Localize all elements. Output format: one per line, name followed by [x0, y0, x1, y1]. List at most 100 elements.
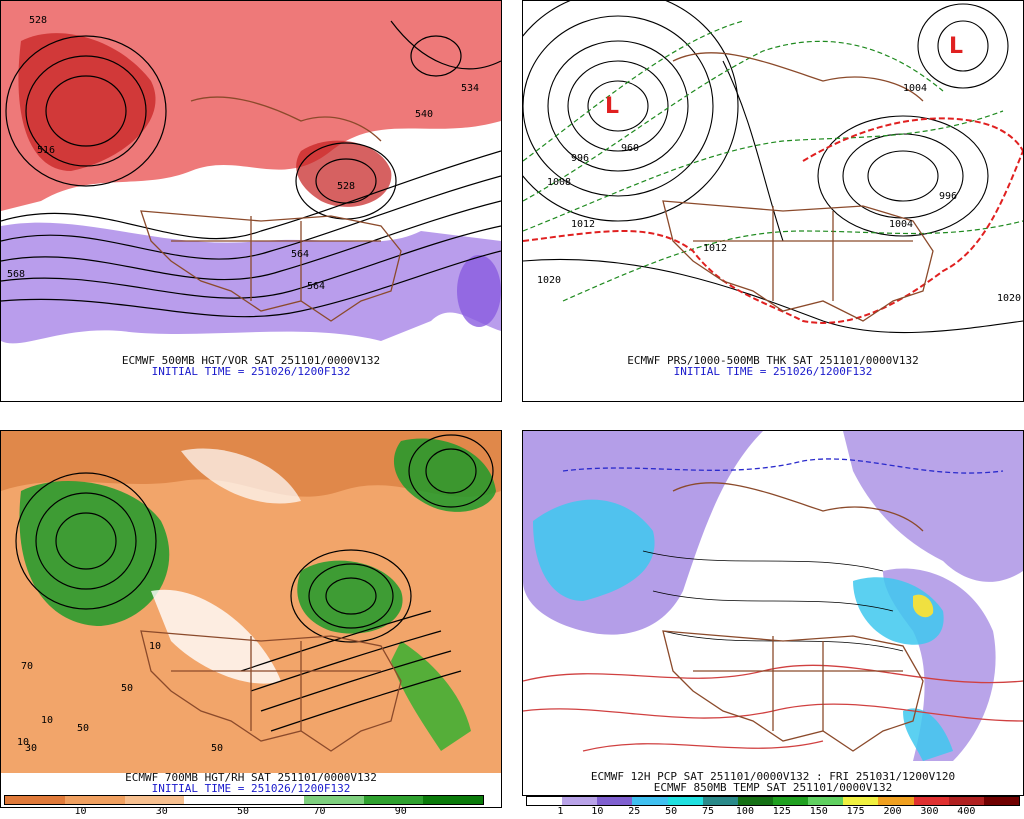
- colorbar-tick: 1: [557, 806, 564, 817]
- contour-label: 564: [291, 249, 309, 260]
- colorbar-tick: 100: [735, 806, 754, 817]
- panel-subtitle: ECMWF 850MB TEMP SAT 251101/0000V132: [653, 781, 893, 794]
- rh-neutral: [181, 448, 301, 504]
- isobar-label: 1004: [903, 83, 927, 94]
- colorbar-bin: [913, 797, 949, 805]
- colorbar-tick: 150: [809, 806, 828, 817]
- contour-label: 30: [25, 743, 37, 754]
- geo-borders: [662, 52, 934, 322]
- rh-moist-shading: [391, 641, 471, 751]
- colorbar-bin: [737, 797, 773, 805]
- colorbar-tick: 300: [920, 806, 939, 817]
- geo-borders: [662, 482, 924, 752]
- precip-heavy: [913, 594, 934, 618]
- contour-label: 564: [307, 281, 325, 292]
- vorticity-map: 528 534 516 540 528 564 564 568: [1, 1, 501, 361]
- contour-label: 70: [21, 661, 33, 672]
- low-pressure-marker: L: [605, 94, 619, 119]
- isobar-label: 1004: [889, 219, 913, 230]
- contour-label: 528: [29, 15, 47, 26]
- colorbar-bin: [527, 797, 563, 805]
- colorbar-bin: [64, 796, 125, 804]
- pressure-map: L L 996 960 1008 1012 1020 1004 996 1004…: [523, 1, 1023, 361]
- precip-colorbar-ticks: 1 10 25 50 75 100 125 150 175 200 300 40…: [526, 806, 1018, 818]
- isobar-label: 1020: [997, 293, 1021, 304]
- colorbar-bin: [702, 797, 738, 805]
- geo-borders: [140, 630, 402, 752]
- colorbar-bin: [983, 797, 1019, 805]
- geo-borders: [140, 96, 402, 322]
- isobar-label: 1012: [703, 243, 727, 254]
- isobar-label: 960: [621, 143, 639, 154]
- colorbar-bin: [423, 796, 483, 804]
- contour-label: 528: [337, 181, 355, 192]
- colorbar-bin: [878, 797, 914, 805]
- contour-label: 10: [149, 641, 161, 652]
- precip-map: [523, 431, 1023, 773]
- colorbar-bin: [597, 797, 633, 805]
- colorbar-bin: [632, 797, 668, 805]
- initial-time: INITIAL TIME = 251026/1200F132: [151, 782, 351, 795]
- contour-label: 568: [7, 269, 25, 280]
- precip-moderate: [853, 577, 944, 645]
- rh-colorbar-ticks: 10 30 50 70 90: [4, 806, 482, 818]
- precip-moderate: [533, 499, 655, 601]
- isobar-label: 1008: [547, 177, 571, 188]
- precip-moderate: [903, 708, 953, 761]
- colorbar-tick: 75: [702, 806, 715, 817]
- isobar-label: 996: [571, 153, 589, 164]
- colorbar-tick: 50: [665, 806, 678, 817]
- colorbar-bin: [5, 796, 65, 804]
- colorbar-tick: 50: [236, 806, 250, 817]
- precip-light: [843, 431, 1023, 582]
- colorbar-tick: 25: [628, 806, 641, 817]
- rh-colorbar: [4, 795, 484, 805]
- rh-moist-shading: [297, 560, 403, 634]
- initial-time: INITIAL TIME = 251026/1200F132: [673, 365, 873, 378]
- low-pressure-marker: L: [949, 34, 963, 59]
- colorbar-bin: [948, 797, 984, 805]
- colorbar-bin: [562, 797, 598, 805]
- vorticity-shading-positive: [1, 1, 501, 211]
- colorbar-bin: [843, 797, 879, 805]
- colorbar-tick: 175: [846, 806, 865, 817]
- colorbar-tick: 125: [772, 806, 791, 817]
- colorbar-tick: 10: [591, 806, 604, 817]
- colorbar-bin: [667, 797, 703, 805]
- panel-pressure-thickness: L L 996 960 1008 1012 1020 1004 996 1004…: [522, 0, 1024, 402]
- thickness-lines: [523, 20, 1023, 302]
- thickness-540-line: [523, 117, 1023, 324]
- panel-title: ECMWF 12H PCP SAT 251101/0000V132 : FRI …: [590, 770, 956, 783]
- contour-label: 10: [17, 737, 29, 748]
- contour-label: 534: [461, 83, 479, 94]
- colorbar-bin: [244, 796, 304, 804]
- colorbar-bin: [363, 796, 424, 804]
- height-contours: [1, 20, 501, 318]
- contour-label: 50: [211, 743, 223, 754]
- initial-time: INITIAL TIME = 251026/1200F132: [151, 365, 351, 378]
- panel-title: ECMWF 700MB HGT/RH SAT 251101/0000V132: [125, 771, 377, 784]
- colorbar-tick: 90: [394, 806, 407, 817]
- colorbar-bin: [184, 796, 244, 804]
- colorbar-bin: [303, 796, 364, 804]
- height-contours: [15, 434, 494, 732]
- vorticity-core: [296, 140, 392, 207]
- vorticity-negative-center: [457, 255, 501, 327]
- colorbar-tick: 200: [883, 806, 902, 817]
- panel-700mb-humidity: 10 30 50 70 10 50 10 50 ECMWF 700MB HGT/…: [0, 430, 502, 808]
- isobar-label: 1012: [571, 219, 595, 230]
- contour-label: 516: [37, 145, 55, 156]
- panel-precip-850-temp: ECMWF 12H PCP SAT 251101/0000V132 : FRI …: [522, 430, 1024, 796]
- colorbar-bin: [808, 797, 844, 805]
- isobar-label: 1020: [537, 275, 561, 286]
- humidity-map: 10 30 50 70 10 50 10 50: [1, 431, 501, 773]
- colorbar-tick: 30: [155, 806, 168, 817]
- vorticity-core: [18, 33, 156, 172]
- contour-label: 50: [121, 683, 133, 694]
- isobar-label: 996: [939, 191, 957, 202]
- contour-label: 50: [77, 723, 89, 734]
- colorbar-bin: [124, 796, 185, 804]
- panel-title: ECMWF PRS/1000-500MB THK SAT 251101/0000…: [627, 354, 919, 367]
- colorbar-tick: 400: [957, 806, 976, 817]
- rh-moist-shading: [19, 481, 170, 626]
